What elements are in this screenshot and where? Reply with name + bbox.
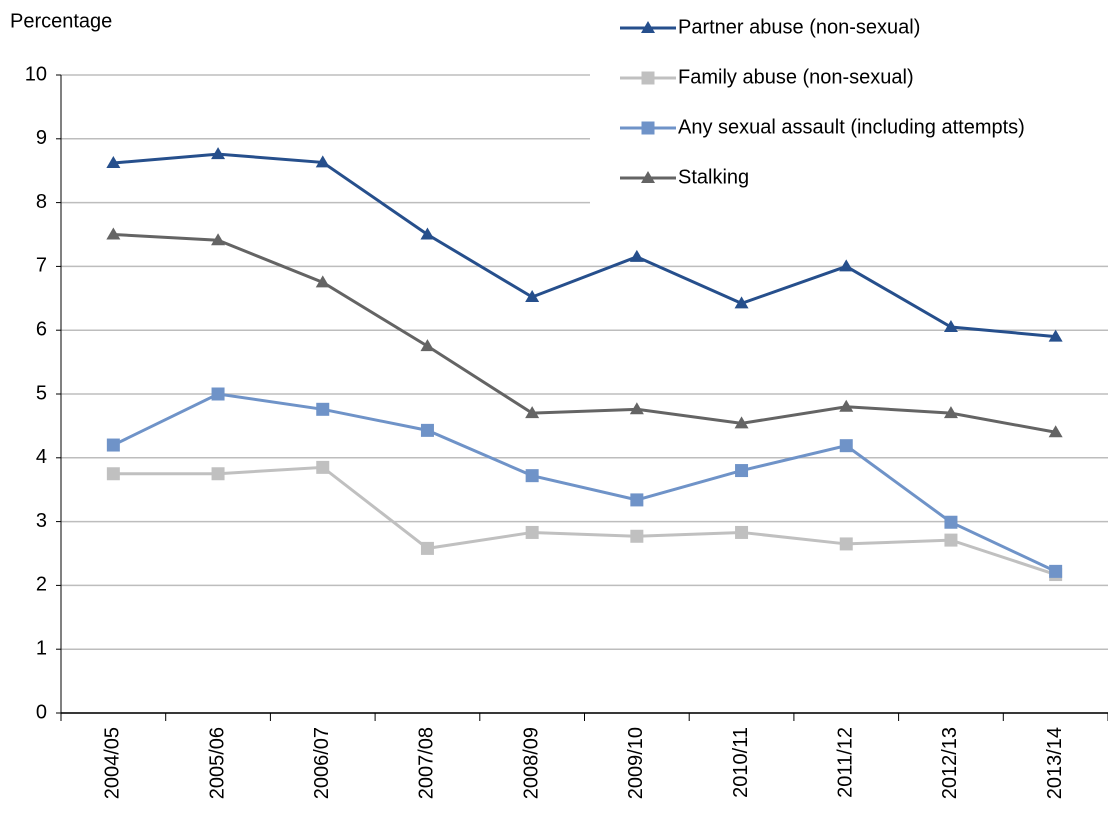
data-point <box>315 275 330 288</box>
data-point <box>735 525 749 539</box>
y-tick-label: 0 <box>36 701 47 723</box>
series-line <box>113 152 1056 339</box>
data-point <box>420 423 434 437</box>
data-point <box>106 227 121 240</box>
data-point <box>1048 425 1063 438</box>
x-tick-label: 2013/14 <box>1044 727 1066 799</box>
legend-marker <box>641 171 655 183</box>
y-tick-label: 4 <box>36 446 47 468</box>
data-point <box>1049 564 1063 578</box>
data-point <box>106 467 120 481</box>
series-line <box>113 465 1057 576</box>
x-tick-label: 2008/09 <box>520 727 542 799</box>
data-point <box>943 320 958 333</box>
x-tick-label: 2006/07 <box>311 727 333 799</box>
data-point <box>316 460 330 474</box>
x-tick-label: 2004/05 <box>102 727 124 799</box>
data-point <box>734 296 749 309</box>
legend-marker <box>641 21 655 33</box>
data-point <box>525 406 540 419</box>
data-point <box>106 438 120 452</box>
data-point <box>525 290 540 303</box>
data-point <box>525 525 539 539</box>
y-tick-label: 6 <box>36 318 47 340</box>
data-point <box>839 259 854 272</box>
x-tick-label: 2009/10 <box>625 727 647 799</box>
data-point <box>1048 329 1063 342</box>
data-point <box>525 469 539 483</box>
x-tick-label: 2012/13 <box>939 727 961 799</box>
y-tick-label: 8 <box>36 191 47 213</box>
data-point <box>630 493 644 507</box>
data-point <box>106 156 121 169</box>
y-tick-label: 1 <box>36 637 47 659</box>
data-point <box>211 233 226 246</box>
x-tick-label: 2010/11 <box>730 727 752 798</box>
legend-marker <box>641 71 655 85</box>
data-point <box>315 155 330 168</box>
series-line <box>112 392 1057 573</box>
data-point <box>630 529 644 543</box>
x-tick-label: 2005/06 <box>206 727 228 799</box>
data-point <box>211 387 225 401</box>
data-point <box>420 541 434 555</box>
legend-box <box>590 5 1108 205</box>
data-point <box>420 227 435 240</box>
y-tick-label: 10 <box>25 63 47 85</box>
data-point <box>944 515 958 529</box>
data-point <box>735 464 749 478</box>
legend-label: Partner abuse (non-sexual) <box>678 16 920 38</box>
legend-label: Stalking <box>678 166 749 188</box>
data-point <box>629 249 644 262</box>
data-point <box>839 537 853 551</box>
y-tick-label: 5 <box>36 382 47 404</box>
y-axis-label: Percentage <box>10 10 112 32</box>
series-line <box>113 233 1056 434</box>
data-point <box>839 399 854 412</box>
data-point <box>420 339 435 352</box>
y-tick-label: 9 <box>36 127 47 149</box>
data-point <box>316 402 330 416</box>
data-point <box>943 406 958 419</box>
data-point <box>734 416 749 429</box>
data-point <box>944 533 958 547</box>
data-point <box>839 439 853 453</box>
data-point <box>211 467 225 481</box>
legend-label: Family abuse (non-sexual) <box>678 66 914 88</box>
x-tick-label: 2011/12 <box>835 727 857 798</box>
y-tick-label: 7 <box>36 255 47 277</box>
legend-label: Any sexual assault (including attempts) <box>678 116 1025 138</box>
y-tick-label: 3 <box>36 510 47 532</box>
legend-marker <box>641 121 655 135</box>
y-tick-label: 2 <box>36 574 47 596</box>
data-point <box>211 147 226 160</box>
data-point <box>629 402 644 415</box>
x-tick-label: 2007/08 <box>416 727 438 799</box>
